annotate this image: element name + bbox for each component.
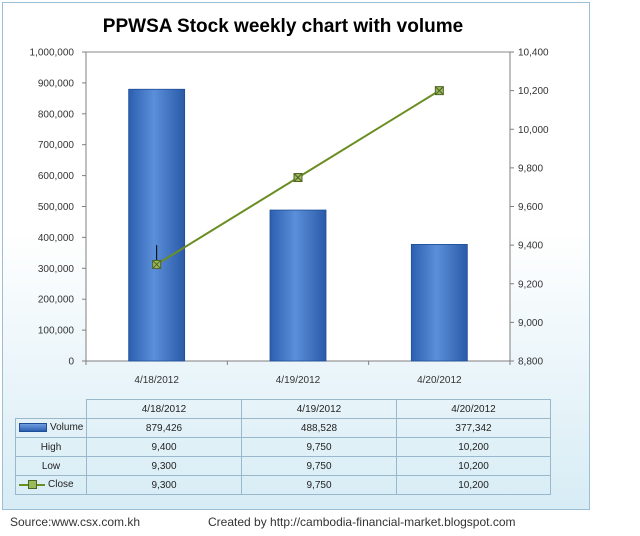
- data-table: 4/18/2012 4/19/2012 4/20/2012 Volume 879…: [15, 399, 551, 495]
- x-axis-tick-label: 4/20/2012: [417, 375, 462, 386]
- close-point-marker-cross: [152, 260, 162, 269]
- table-cell: 879,426: [86, 418, 242, 438]
- volume-legend-key-icon: [19, 422, 47, 432]
- table-header-cell: 4/18/2012: [86, 399, 242, 419]
- close-line: [152, 86, 444, 269]
- row-label-close: Close: [15, 475, 87, 495]
- right-axis-tick-label: 8,800: [518, 357, 543, 368]
- table-cell: 10,200: [396, 475, 551, 495]
- right-axis-tick-label: 10,200: [518, 86, 549, 97]
- row-label-volume: Volume: [15, 418, 87, 438]
- close-legend-key-icon: [19, 479, 45, 489]
- x-axis-ticks: 4/18/2012 4/19/2012 4/20/2012: [85, 361, 511, 386]
- table-row-low: Low 9,300 9,750 10,200: [15, 456, 551, 476]
- table-row-close: Close 9,300 9,750 10,200: [15, 475, 551, 495]
- left-axis-tick-label: 800,000: [38, 109, 75, 120]
- left-axis-tick-label: 400,000: [38, 233, 75, 244]
- table-cell: 10,200: [396, 456, 551, 476]
- left-axis-tick-label: 700,000: [38, 140, 75, 151]
- right-axis-tick-label: 9,600: [518, 202, 543, 213]
- right-axis-tick-label: 9,400: [518, 241, 543, 252]
- close-point-marker-cross: [293, 173, 303, 182]
- table-corner: [16, 400, 87, 419]
- left-axis-tick-label: 200,000: [38, 295, 75, 306]
- table-header-cell: 4/19/2012: [241, 399, 397, 419]
- row-label-low: Low: [15, 456, 87, 476]
- volume-bar: [269, 209, 327, 362]
- footer-source: Source:www.csx.com.kh: [10, 515, 141, 529]
- table-cell: 9,750: [241, 475, 397, 495]
- table-cell: 377,342: [396, 418, 551, 438]
- right-axis-tick-label: 9,000: [518, 318, 543, 329]
- left-axis-tick-label: 1,000,000: [30, 48, 75, 59]
- left-axis-tick-label: 100,000: [38, 326, 75, 337]
- right-axis-tick-label: 10,400: [518, 48, 549, 59]
- table-cell: 9,300: [86, 475, 242, 495]
- close-point-marker-cross: [434, 86, 444, 95]
- x-axis-tick-label: 4/19/2012: [276, 375, 321, 386]
- table-cell: 9,750: [241, 437, 397, 457]
- table-cell: 488,528: [241, 418, 397, 438]
- row-label: Close: [48, 478, 74, 490]
- table-row-volume: Volume 879,426 488,528 377,342: [15, 418, 551, 438]
- volume-bar: [128, 88, 186, 362]
- footer-credit: Created by http://cambodia-financial-mar…: [208, 515, 516, 529]
- table-cell: 9,300: [86, 456, 242, 476]
- left-axis-tick-label: 500,000: [38, 202, 75, 213]
- table-cell: 9,750: [241, 456, 397, 476]
- table-header-cell: 4/20/2012: [396, 399, 551, 419]
- table-header-row: 4/18/2012 4/19/2012 4/20/2012: [16, 399, 551, 419]
- right-axis-tick-label: 9,800: [518, 163, 543, 174]
- left-axis-tick-label: 600,000: [38, 171, 75, 182]
- table-row-high: High 9,400 9,750 10,200: [15, 437, 551, 457]
- left-axis-tick-label: 900,000: [38, 78, 75, 89]
- volume-bar: [410, 244, 468, 362]
- chart-title: PPWSA Stock weekly chart with volume: [103, 16, 463, 37]
- table-cell: 10,200: [396, 437, 551, 457]
- x-axis-tick-label: 4/18/2012: [134, 375, 179, 386]
- row-label-high: High: [15, 437, 87, 457]
- volume-bars: [128, 88, 468, 362]
- right-axis-tick-label: 10,000: [518, 125, 549, 136]
- table-cell: 9,400: [86, 437, 242, 457]
- left-axis-tick-label: 0: [68, 357, 74, 368]
- right-axis-tick-label: 9,200: [518, 279, 543, 290]
- left-axis-tick-label: 300,000: [38, 264, 75, 275]
- row-label: Volume: [50, 421, 84, 433]
